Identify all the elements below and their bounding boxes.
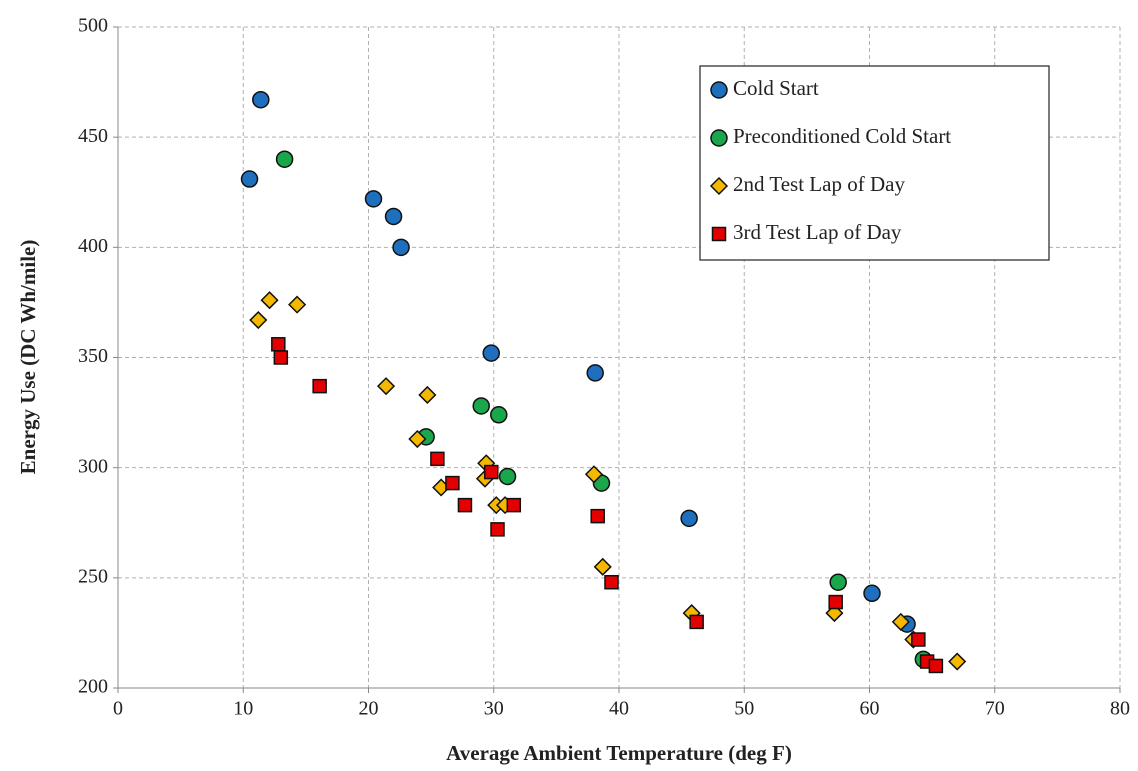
point <box>418 385 437 405</box>
point <box>604 574 619 590</box>
point <box>490 406 508 424</box>
point <box>273 350 289 365</box>
y-tick-label: 250 <box>78 565 108 587</box>
x-axis-title: Average Ambient Temperature (deg F) <box>446 741 792 765</box>
point <box>498 467 517 486</box>
y-tick-label: 300 <box>78 455 108 477</box>
legend-marker <box>710 81 728 99</box>
point <box>249 310 268 330</box>
legend-label: 3rd Test Lap of Day <box>733 220 902 244</box>
point <box>490 522 505 537</box>
legend-box <box>699 65 1050 261</box>
point <box>271 337 286 352</box>
x-tick-label: 40 <box>609 698 629 720</box>
point <box>829 573 847 591</box>
point <box>506 497 522 513</box>
point <box>689 614 704 630</box>
legend-label: 2nd Test Lap of Day <box>733 172 905 196</box>
x-tick-label: 0 <box>113 698 123 720</box>
point <box>288 295 307 314</box>
point <box>240 170 259 188</box>
point <box>384 207 403 226</box>
legend-label: Cold Start <box>733 76 819 100</box>
legend-marker <box>711 226 727 242</box>
point <box>472 397 490 415</box>
point <box>863 584 881 603</box>
x-tick-label: 10 <box>233 698 253 720</box>
point <box>586 364 604 382</box>
x-tick-label: 70 <box>985 698 1005 720</box>
point <box>430 451 445 467</box>
point <box>680 509 698 528</box>
y-axis-title: Energy Use (DC Wh/mile) <box>16 240 40 475</box>
legend-marker <box>709 176 729 196</box>
point <box>590 508 605 524</box>
point <box>928 658 944 674</box>
x-tick-label: 60 <box>860 698 880 720</box>
point <box>408 429 427 449</box>
point <box>828 594 843 610</box>
point <box>482 344 500 362</box>
point <box>483 464 499 480</box>
point <box>312 378 327 394</box>
x-tick-label: 30 <box>484 698 504 720</box>
x-tick-label: 50 <box>734 698 754 720</box>
y-tick-label: 350 <box>78 345 108 367</box>
x-tick-label: 80 <box>1110 698 1130 720</box>
point <box>457 497 473 513</box>
x-tick-label: 20 <box>359 698 379 720</box>
point <box>948 652 967 671</box>
y-tick-label: 450 <box>78 125 108 147</box>
legend-marker <box>710 129 728 147</box>
point <box>376 377 396 396</box>
point <box>364 190 383 208</box>
legend-label: Preconditioned Cold Start <box>733 124 951 148</box>
point <box>260 291 279 310</box>
y-tick-label: 400 <box>78 235 108 257</box>
point <box>584 465 604 484</box>
point <box>445 475 460 491</box>
y-tick-label: 500 <box>78 15 108 37</box>
point <box>891 612 910 631</box>
point <box>593 557 612 576</box>
point <box>392 238 410 257</box>
y-tick-label: 200 <box>78 676 108 698</box>
point <box>252 90 270 109</box>
point <box>275 150 294 168</box>
point <box>911 632 926 647</box>
